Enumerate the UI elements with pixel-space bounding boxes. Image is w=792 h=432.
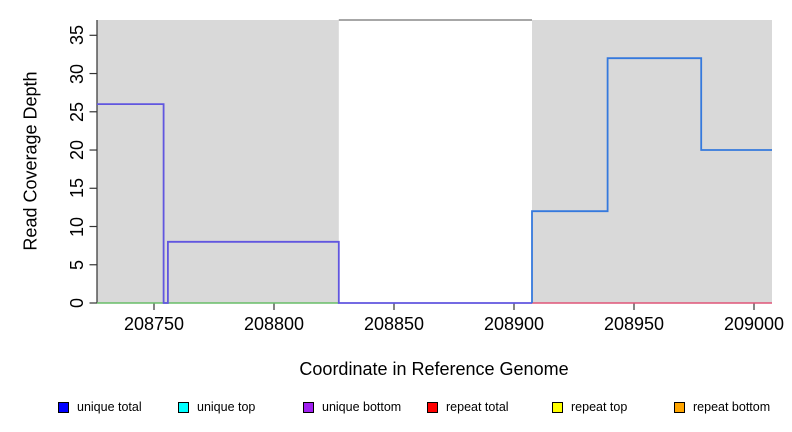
y-tick-label: 20 [67, 140, 87, 161]
legend-item-unique-top: unique top [178, 400, 255, 415]
y-tick-label: 10 [67, 216, 87, 237]
legend-swatch-repeat-top [552, 402, 563, 413]
y-tick-label: 35 [67, 25, 87, 46]
legend-label-unique-total: unique total [77, 400, 142, 414]
legend-label-repeat-bottom: repeat bottom [693, 400, 771, 414]
y-tick-label: 5 [67, 259, 87, 270]
legend-swatch-repeat-total [427, 402, 438, 413]
x-axis-label: Coordinate in Reference Genome [299, 359, 569, 379]
legend-item-unique-bottom: unique bottom [303, 400, 401, 415]
y-tick-label: 25 [67, 101, 87, 122]
legend-swatch-unique-total [58, 402, 69, 413]
legend-swatch-repeat-bottom [674, 402, 685, 413]
x-tick-label: 208900 [483, 314, 545, 334]
y-tick-label: 30 [67, 63, 87, 84]
legend-label-repeat-top: repeat top [571, 400, 628, 414]
legend-label-repeat-total: repeat total [446, 400, 509, 414]
y-tick-label: 15 [67, 178, 87, 199]
legend-swatch-unique-top [178, 402, 189, 413]
x-tick-label: 209000 [723, 314, 785, 334]
legend-item-repeat-total: repeat total [427, 400, 509, 415]
series-unique-coverage-left [97, 103, 532, 304]
legend-label-unique-top: unique top [197, 400, 256, 414]
x-tick-label: 208950 [603, 314, 665, 334]
legend-item-repeat-top: repeat top [552, 400, 627, 415]
legend-label-unique-bottom: unique bottom [322, 400, 402, 414]
y-axis-label: Read Coverage Depth [20, 71, 41, 251]
shaded-region-left [97, 20, 339, 303]
legend-swatch-unique-bottom [303, 402, 314, 413]
legend-item-unique-total: unique total [58, 400, 142, 415]
legend-item-repeat-bottom: repeat bottom [674, 400, 770, 415]
shaded-region-right [532, 20, 772, 303]
x-tick-label: 208800 [243, 314, 305, 334]
x-tick-label: 208750 [123, 314, 185, 334]
y-tick-label: 0 [67, 297, 87, 309]
series-unique-coverage-right [531, 57, 772, 303]
x-tick-label: 208850 [363, 314, 425, 334]
